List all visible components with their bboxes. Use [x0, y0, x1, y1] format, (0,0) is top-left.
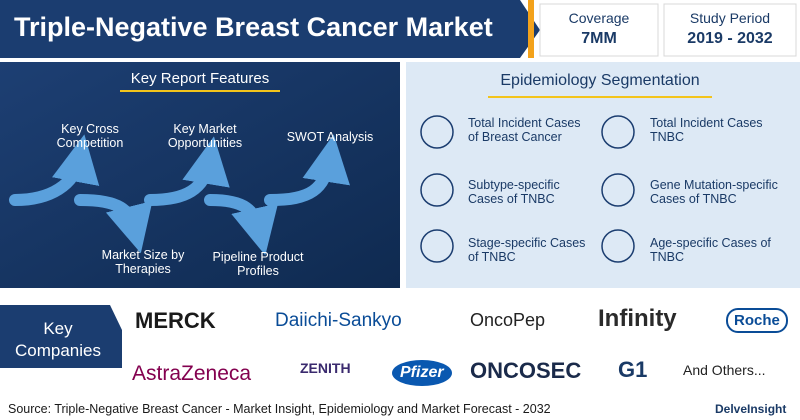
company: Daiichi-Sankyo: [275, 310, 402, 331]
arrows: [9, 134, 350, 256]
epi-item: Total Incident Cases TNBC: [650, 116, 763, 144]
title: Triple-Negative Breast Cancer Market: [14, 12, 493, 42]
companies-title: Key Companies: [15, 319, 101, 360]
companies-label-box: [0, 305, 122, 368]
company: MERCK: [135, 308, 216, 333]
company: ONCOSEC: [470, 358, 582, 383]
company: ZENITH: [300, 360, 351, 376]
feature: SWOT Analysis: [286, 130, 374, 144]
coverage-label: Coverage: [568, 10, 630, 26]
company: OncoPep: [470, 310, 546, 330]
company: G1: [618, 357, 648, 382]
epi-item: Age-specific Cases of TNBC: [650, 236, 771, 264]
study-period-label: Study Period: [689, 10, 771, 26]
features-title: Key Report Features: [130, 70, 270, 87]
coverage-value: 7MM: [581, 30, 617, 47]
study-period-value: 2019 - 2032: [687, 30, 773, 47]
company: Pfizer: [392, 360, 452, 386]
company: And Others...: [683, 362, 766, 378]
company: AstraZeneca: [132, 362, 252, 385]
source: Source: Triple-Negative Breast Cancer - …: [8, 402, 551, 416]
epi-item: Total Incident Cases of Breast Cancer: [468, 116, 581, 144]
feature: Pipeline Product Profiles: [212, 250, 304, 278]
brand: DelveInsight: [715, 402, 787, 416]
epidemiology-title: Epidemiology Segmentation: [500, 72, 700, 89]
feature: Key Cross Competition: [56, 122, 124, 150]
epi-item: Gene Mutation-specific Cases of TNBC: [650, 178, 778, 206]
title-band: [0, 0, 540, 58]
epi-icons: [420, 115, 635, 263]
feature: Market Size by Therapies: [101, 248, 185, 276]
feature: Key Market Opportunities: [167, 122, 243, 150]
company: Infinity: [598, 305, 677, 332]
company: Roche: [726, 308, 788, 333]
epi-item: Stage-specific Cases of TNBC: [468, 236, 586, 264]
epi-item: Subtype-specific Cases of TNBC: [468, 178, 560, 206]
